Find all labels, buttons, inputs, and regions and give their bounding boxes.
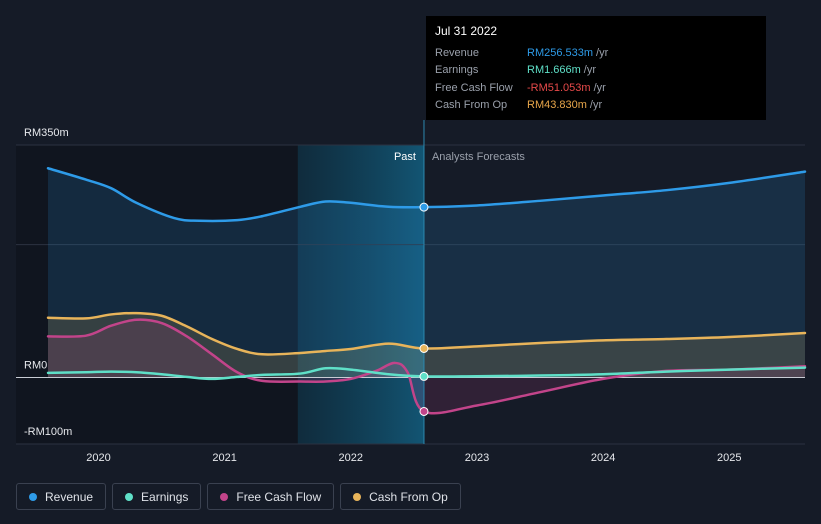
x-tick-label: 2020 [86, 452, 110, 464]
x-tick-label: 2021 [212, 452, 236, 464]
legend-item-revenue[interactable]: Revenue [16, 483, 107, 510]
tooltip-row-revenue: Revenue RM256.533m /yr [435, 44, 757, 62]
x-tick-label: 2022 [339, 452, 363, 464]
marker-earnings [419, 371, 429, 381]
legend-label: Revenue [45, 489, 94, 504]
tooltip-label: Earnings [435, 64, 479, 77]
marker-cash-from-op [419, 343, 429, 353]
x-tick-label: 2024 [591, 452, 615, 464]
tooltip-row-free-cash-flow: Free Cash Flow -RM51.053m /yr [435, 79, 757, 97]
series-line-revenue [46, 167, 807, 223]
legend-dot-icon [29, 492, 37, 501]
tooltip: Jul 31 2022 Revenue RM256.533m /yr Earni… [426, 16, 766, 120]
x-tick-label: 2023 [465, 452, 489, 464]
tooltip-value: RM1.666m [527, 64, 581, 77]
legend-item-free-cash-flow[interactable]: Free Cash Flow [207, 483, 335, 510]
series-line-cash-from-op [46, 311, 807, 356]
x-tick-label: 2025 [717, 452, 741, 464]
tooltip-value: RM256.533m [527, 46, 594, 59]
legend-dot-icon [125, 492, 134, 501]
series-area-free-cash-flow [48, 319, 805, 414]
series-line-earnings [46, 366, 807, 381]
tooltip-label: Free Cash Flow [435, 81, 513, 94]
legend-item-earnings[interactable]: Earnings [112, 483, 202, 510]
legend: Revenue Earnings Free Cash Flow Cash Fro… [16, 483, 461, 510]
tooltip-row-earnings: Earnings RM1.666m /yr [435, 62, 757, 80]
tooltip-label: Cash From Op [435, 99, 508, 112]
marker-revenue [419, 202, 429, 212]
series-area-cash-from-op [48, 313, 805, 378]
past-label: Past [394, 151, 416, 163]
gridlines [16, 144, 805, 445]
legend-label: Free Cash Flow [236, 489, 322, 504]
legend-dot-icon [220, 492, 229, 501]
series-line-free-cash-flow [46, 318, 807, 415]
series-lines [46, 167, 807, 415]
legend-label: Earnings [141, 489, 189, 504]
tooltip-unit: /yr [589, 99, 603, 112]
tooltip-label: Revenue [435, 46, 480, 59]
tooltip-value: RM43.830m [527, 99, 587, 112]
y-tick-label: RM350m [24, 127, 69, 139]
tooltip-date: Jul 31 2022 [435, 24, 498, 38]
tooltip-markers [419, 202, 429, 416]
highlight-region [297, 145, 424, 444]
forecast-label: Analysts Forecasts [432, 151, 525, 163]
tooltip-unit: /yr [596, 46, 609, 59]
tooltip-value: -RM51.053m [527, 81, 591, 94]
legend-dot-icon [353, 492, 362, 501]
tooltip-unit: /yr [593, 81, 606, 94]
marker-free-cash-flow [419, 406, 429, 416]
y-tick-label: RM0 [24, 360, 47, 372]
tooltip-unit: /yr [583, 64, 597, 77]
x-axis-labels: 2020 2021 2022 2023 2024 2025 [86, 452, 741, 464]
tooltip-row-cash-from-op: Cash From Op RM43.830m /yr [435, 97, 757, 115]
y-tick-label: -RM100m [24, 426, 72, 438]
y-axis-labels: RM350m RM0 -RM100m [24, 127, 72, 438]
legend-item-cash-from-op[interactable]: Cash From Op [340, 483, 461, 510]
legend-label: Cash From Op [369, 489, 448, 504]
